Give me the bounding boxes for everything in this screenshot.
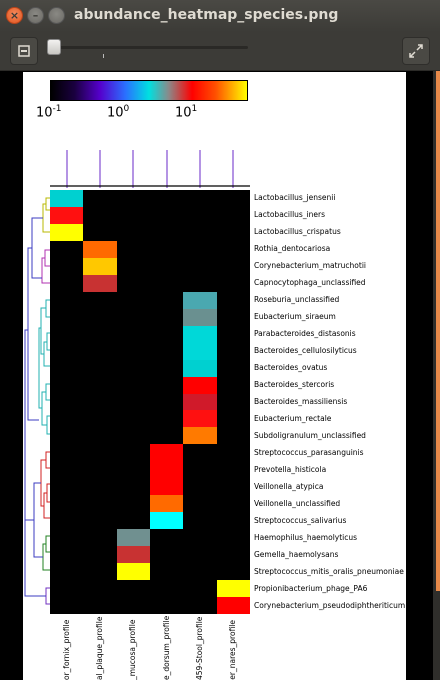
heatmap-cell (83, 274, 117, 292)
colorbar (50, 80, 248, 101)
heatmap-cell (150, 478, 184, 496)
row-label: Veillonella_unclassified (254, 498, 341, 508)
colorbar-tick-label: 101 (175, 104, 198, 121)
zoom-slider-thumb[interactable] (47, 39, 61, 55)
zoom-slider-tick (103, 54, 104, 58)
heatmap-cell (183, 376, 217, 394)
row-dendrogram (24, 197, 50, 605)
heatmap-cell (183, 342, 217, 360)
row-label: Bacteroides_massiliensis (254, 397, 348, 406)
row-label: Bacteroides_cellulosilyticus (254, 346, 357, 356)
column-label: er_nares_profile (228, 620, 238, 680)
heatmap-cell (150, 444, 184, 462)
column-dendrogram (50, 150, 250, 188)
row-label: Streptococcus_mitis_oralis_pneumoniae (254, 566, 404, 576)
heatmap-cell (150, 495, 184, 513)
row-label: Capnocytophaga_unclassified (254, 278, 366, 288)
heatmap-cell (183, 393, 217, 411)
maximize-icon (49, 8, 64, 23)
heatmap-cell (83, 257, 117, 275)
heatmap-cell (150, 512, 184, 530)
row-label: Veillonella_atypica (254, 481, 324, 491)
maximize-window-button[interactable] (48, 7, 65, 24)
row-label: Corynebacterium_matruchotii (254, 261, 366, 271)
column-label: _mucosa_profile (128, 619, 138, 680)
scrollbar-indicator[interactable] (436, 71, 440, 591)
heatmap-cell (183, 308, 217, 326)
row-label: Bacteroides_stercoris (254, 380, 335, 390)
row-label: Streptococcus_parasanguinis (254, 447, 364, 457)
row-label: Streptococcus_salivarius (254, 515, 347, 525)
heatmap-cell (50, 223, 84, 241)
row-label: Bacteroides_ovatus (254, 363, 328, 373)
heatmap-cell (150, 461, 184, 479)
row-label: Gemella_haemolysans (254, 549, 339, 559)
heatmap-cell (183, 291, 217, 309)
row-label: Lactobacillus_iners (254, 210, 326, 220)
colorbar-tick-label: 100 (107, 104, 130, 121)
heatmap-cell (216, 597, 250, 614)
colorbar-tick-label: 10-1 (36, 104, 62, 121)
zoom-out-icon (18, 45, 30, 57)
row-label: Rothia_dentocariosa (254, 244, 331, 254)
row-label: Lactobacillus_crispatus (254, 227, 341, 237)
heatmap-cell (216, 580, 250, 598)
heatmap-cell (183, 427, 217, 445)
row-label: Corynebacterium_pseudodiphtheriticum (254, 600, 406, 610)
column-label: al_plaque_profile (95, 616, 104, 680)
heatmap-grid (50, 190, 250, 614)
row-label: Roseburia_unclassified (254, 295, 340, 305)
heatmap-cell (50, 190, 84, 207)
row-label: Lactobacillus_jensenii (254, 193, 336, 203)
row-label: Propionibacterium_phage_PA6 (254, 583, 368, 593)
zoom-out-button[interactable] (10, 37, 38, 65)
column-label: or_fornix_profile (61, 619, 71, 680)
heatmap-cell (116, 563, 150, 581)
window-title: abundance_heatmap_species.png (74, 7, 339, 23)
heatmap-cell (50, 206, 84, 224)
row-label: Haemophilus_haemolyticus (254, 532, 358, 542)
heatmap-cell (116, 529, 150, 547)
column-label: 459-Stool_profile (195, 616, 204, 680)
minimize-window-button[interactable]: – (27, 7, 44, 24)
minimize-icon: – (32, 9, 39, 22)
fullscreen-button[interactable] (402, 37, 430, 65)
fullscreen-icon (409, 44, 423, 58)
row-label: Prevotella_histicola (254, 464, 327, 474)
close-icon: × (9, 9, 20, 22)
title-bar: × – abundance_heatmap_species.png (0, 0, 440, 32)
close-window-button[interactable]: × (6, 7, 23, 24)
row-label: Eubacterium_siraeum (254, 312, 336, 322)
heatmap-cell (183, 325, 217, 343)
heatmap-cell (83, 240, 117, 258)
heatmap-cell (183, 359, 217, 377)
zoom-slider-track[interactable] (52, 46, 248, 49)
row-label: Subdoligranulum_unclassified (254, 430, 366, 440)
heatmap-cell (183, 410, 217, 428)
row-label: Parabacteroides_distasonis (254, 329, 356, 339)
row-label: Eubacterium_rectale (254, 413, 332, 423)
column-label: e_dorsum_profile (161, 615, 171, 680)
heatmap-cell (116, 546, 150, 564)
toolbar (0, 32, 440, 71)
